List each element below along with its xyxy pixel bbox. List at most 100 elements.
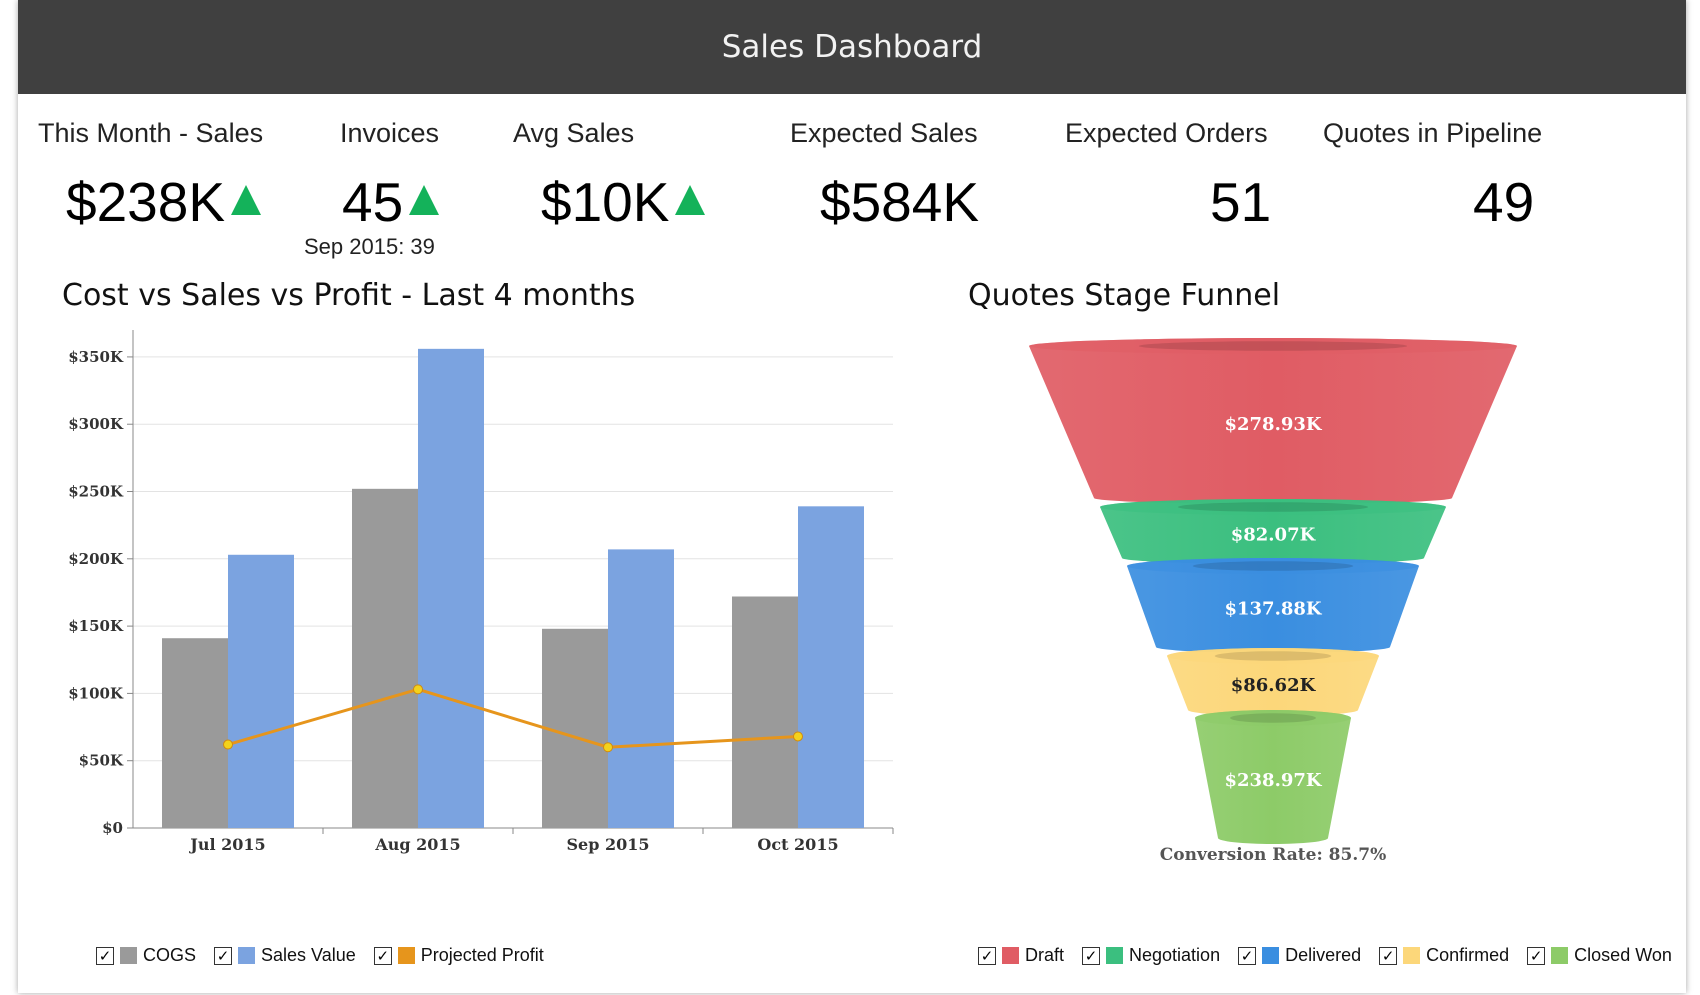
kpi-this-month-sales: This Month - Sales $238K bbox=[38, 118, 264, 233]
funnel-stage-negotiation bbox=[1100, 499, 1446, 564]
kpi-value: 45 bbox=[342, 170, 440, 234]
kpi-sub: Sep 2015: 39 bbox=[304, 234, 435, 259]
funnel-stage-closed-won bbox=[1195, 710, 1351, 844]
kpi-value: $238K bbox=[66, 170, 262, 234]
y-tick-label: $300K bbox=[68, 415, 124, 433]
funnel-stage-shadow bbox=[1214, 651, 1332, 661]
legend-item-confirmed[interactable]: ✓ Confirmed bbox=[1379, 945, 1509, 966]
kpi-label: Expected Orders bbox=[1065, 118, 1268, 148]
y-tick-label: $50K bbox=[79, 752, 124, 770]
legend-item-delivered[interactable]: ✓ Delivered bbox=[1238, 945, 1361, 966]
trend-up-icon bbox=[675, 185, 706, 215]
kpi-label: Avg Sales bbox=[513, 118, 635, 148]
kpi-label: Expected Sales bbox=[790, 118, 978, 148]
bar-sales-value bbox=[228, 554, 294, 828]
y-tick-label: $250K bbox=[68, 483, 124, 501]
funnel-stage-shadow bbox=[1177, 502, 1369, 512]
legend-item-cogs[interactable]: ✓ COGS bbox=[96, 945, 196, 966]
legend-swatch bbox=[397, 947, 415, 964]
funnel-legend: ✓ Draft ✓ Negotiation ✓ Delivered ✓ Conf… bbox=[978, 945, 1690, 966]
bar-cogs bbox=[352, 488, 418, 828]
checkbox-icon[interactable]: ✓ bbox=[1527, 946, 1546, 965]
funnel-stage-top bbox=[1127, 558, 1419, 574]
bar-cogs bbox=[162, 638, 228, 828]
checkbox-icon[interactable]: ✓ bbox=[1238, 946, 1257, 965]
profit-line bbox=[227, 687, 799, 749]
bar-cogs bbox=[732, 596, 798, 828]
kpi-expected-sales: Expected Sales $584K bbox=[790, 118, 979, 233]
bar-sales-value bbox=[608, 549, 674, 828]
profit-point bbox=[603, 742, 613, 753]
kpi-value: 51 bbox=[1210, 171, 1272, 233]
funnel-stage-confirmed bbox=[1167, 648, 1379, 716]
profit-point bbox=[413, 684, 423, 695]
y-tick-label: $100K bbox=[68, 684, 124, 702]
legend-label: Confirmed bbox=[1426, 945, 1510, 965]
funnel-stage-top bbox=[1100, 499, 1446, 515]
x-tick-label: Oct 2015 bbox=[757, 835, 838, 854]
checkbox-icon[interactable]: ✓ bbox=[978, 946, 996, 965]
funnel-value-label: $137.88K bbox=[1224, 599, 1322, 620]
checkbox-icon[interactable]: ✓ bbox=[214, 946, 233, 965]
funnel-chart: $278.93K $82.07K $137.88K $86.62K $238.97K Co… bbox=[1029, 338, 1517, 865]
funnel-stage-draft bbox=[1029, 338, 1517, 504]
kpi-value: $584K bbox=[820, 171, 980, 233]
checkbox-icon[interactable]: ✓ bbox=[373, 946, 392, 965]
legend-item-projected-profit[interactable]: ✓ Projected Profit bbox=[373, 945, 544, 966]
legend-label: Draft bbox=[1025, 945, 1065, 965]
funnel-stage-shadow bbox=[1230, 713, 1316, 723]
legend-item-sales-value[interactable]: ✓ Sales Value bbox=[214, 945, 356, 966]
kpi-invoices: Invoices 45 Sep 2015: 39 bbox=[304, 118, 440, 259]
funnel-value-label: $82.07K bbox=[1231, 525, 1317, 546]
bar-chart-legend: ✓ COGS ✓ Sales Value ✓ Projected Profit bbox=[96, 945, 562, 966]
legend-swatch bbox=[1403, 947, 1421, 964]
checkbox-icon[interactable]: ✓ bbox=[1379, 946, 1398, 965]
bar-chart-title: Cost vs Sales vs Profit - Last 4 months bbox=[62, 278, 636, 313]
conversion-rate: Conversion Rate: 85.7% bbox=[1160, 845, 1386, 865]
y-tick-label: $350K bbox=[68, 348, 124, 366]
kpi-label: Quotes in Pipeline bbox=[1323, 118, 1543, 148]
legend-label: COGS bbox=[143, 945, 197, 965]
kpi-quotes-pipeline: Quotes in Pipeline 49 bbox=[1323, 118, 1543, 233]
funnel-stage-shadow bbox=[1138, 341, 1408, 351]
legend-label: Delivered bbox=[1285, 945, 1362, 965]
bar-sales-value bbox=[798, 506, 864, 828]
legend-item-negotiation[interactable]: ✓ Negotiation bbox=[1082, 945, 1220, 966]
legend-item-draft[interactable]: ✓ Draft bbox=[978, 945, 1064, 966]
legend-swatch bbox=[120, 947, 137, 964]
legend-label: Closed Won bbox=[1574, 945, 1672, 965]
funnel-chart-title: Quotes Stage Funnel bbox=[968, 278, 1281, 313]
legend-label: Projected Profit bbox=[420, 945, 544, 965]
kpi-expected-orders: Expected Orders 51 bbox=[1065, 118, 1271, 233]
checkbox-icon[interactable]: ✓ bbox=[1082, 946, 1101, 965]
legend-swatch bbox=[1106, 947, 1124, 964]
legend-label: Sales Value bbox=[261, 945, 356, 965]
funnel-value-label: $278.93K bbox=[1224, 414, 1322, 435]
funnel-stage-delivered bbox=[1127, 558, 1419, 653]
funnel-value-label: $86.62K bbox=[1231, 675, 1317, 696]
legend-swatch bbox=[1262, 947, 1280, 964]
x-tick-label: Sep 2015 bbox=[566, 835, 649, 854]
kpi-label: Invoices bbox=[340, 118, 440, 148]
legend-item-closed-won[interactable]: ✓ Closed Won bbox=[1527, 945, 1672, 966]
x-tick-label: Aug 2015 bbox=[374, 835, 460, 854]
legend-swatch bbox=[238, 947, 256, 964]
bar-cogs bbox=[542, 628, 608, 828]
y-tick-label: $0 bbox=[102, 819, 123, 837]
profit-point bbox=[223, 739, 233, 750]
funnel-stage-top bbox=[1029, 338, 1517, 354]
profit-point bbox=[793, 731, 803, 742]
legend-swatch bbox=[1002, 947, 1019, 964]
trend-up-icon bbox=[231, 185, 262, 215]
legend-swatch bbox=[1551, 947, 1569, 964]
kpi-label: This Month - Sales bbox=[38, 118, 264, 148]
y-tick-label: $200K bbox=[68, 550, 124, 568]
funnel-value-label: $238.97K bbox=[1224, 770, 1322, 791]
trend-up-icon bbox=[409, 185, 440, 215]
bar-sales-value bbox=[418, 348, 484, 828]
header-bar: Sales Dashboard bbox=[18, 0, 1686, 94]
dashboard-frame: Sales Dashboard This Month - Sales $238K… bbox=[18, 0, 1686, 993]
legend-label: Negotiation bbox=[1129, 945, 1221, 965]
funnel-stage-shadow bbox=[1192, 561, 1354, 571]
checkbox-icon[interactable]: ✓ bbox=[96, 946, 114, 965]
